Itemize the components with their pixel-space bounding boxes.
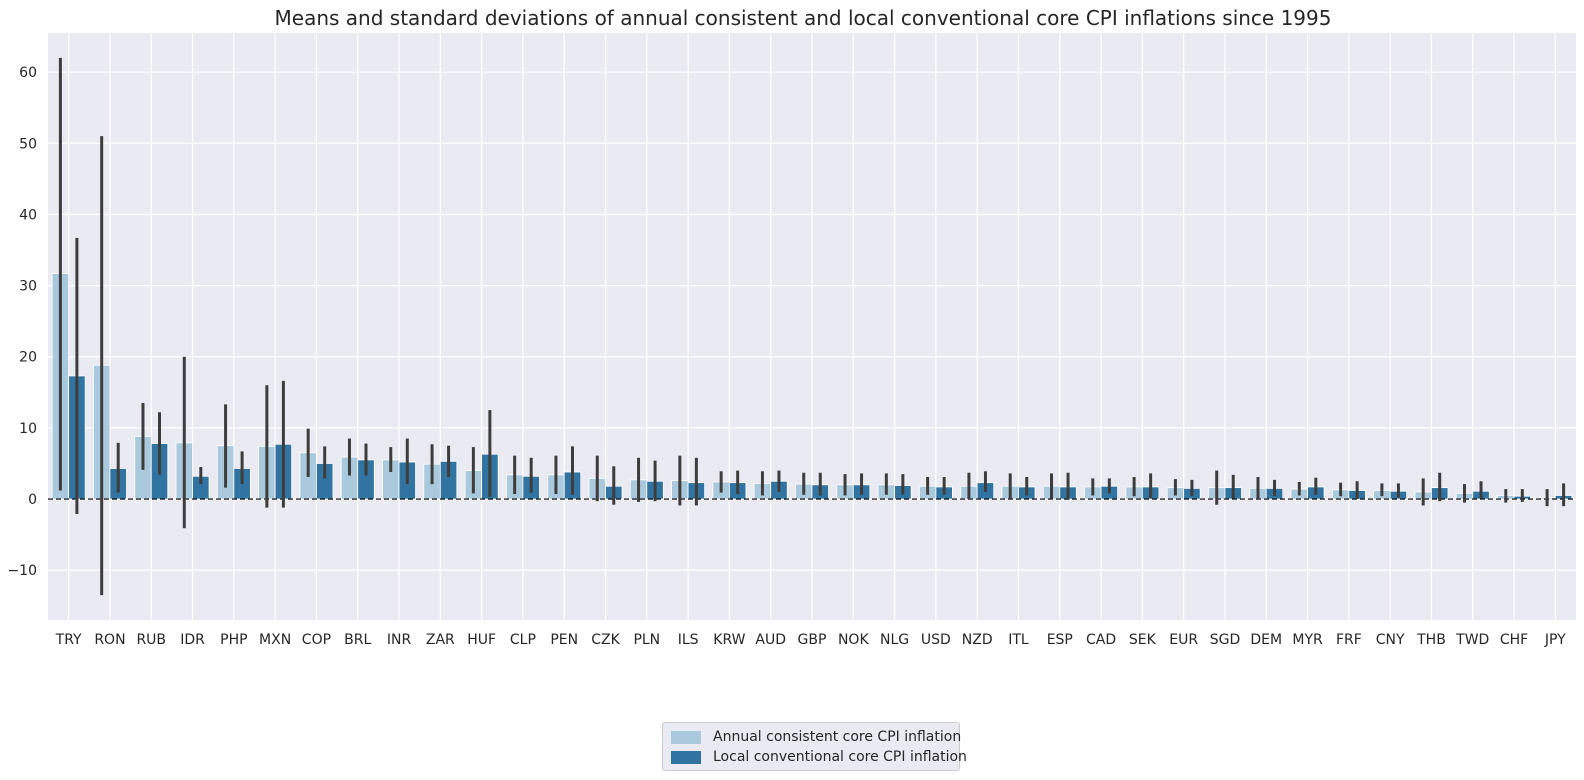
x-tick-label: CLP xyxy=(510,632,536,648)
x-tick-label: NZD xyxy=(962,632,993,648)
y-tick-label: 40 xyxy=(19,207,37,223)
x-tick-label: RUB xyxy=(136,632,166,648)
y-tick-label: 10 xyxy=(19,421,37,437)
x-tick-label: FRF xyxy=(1336,632,1362,648)
x-tick-label: ZAR xyxy=(426,632,455,648)
legend-item-consistent: Annual consistent core CPI inflation xyxy=(671,728,961,746)
x-tick-label: NLG xyxy=(880,632,909,648)
legend-label-conventional: Local conventional core CPI inflation xyxy=(713,749,967,765)
x-tick-label: RON xyxy=(94,632,125,648)
y-tick-label: −10 xyxy=(7,563,37,579)
x-tick-label: JPY xyxy=(1544,632,1566,648)
y-tick-label: 20 xyxy=(19,350,37,366)
y-ticks: −10 0 10 20 30 40 50 60 xyxy=(7,65,37,579)
x-tick-label: ITL xyxy=(1008,632,1029,648)
legend-swatch-consistent xyxy=(671,730,701,744)
x-tick-label: USD xyxy=(921,632,951,648)
x-tick-label: SEK xyxy=(1129,632,1157,648)
y-tick-label: 0 xyxy=(28,492,37,508)
x-tick-label: THB xyxy=(1416,632,1446,648)
x-tick-label: PEN xyxy=(550,632,578,648)
x-tick-label: ILS xyxy=(678,632,699,648)
x-tick-label: TWD xyxy=(1455,632,1489,648)
x-tick-label: CAD xyxy=(1086,632,1116,648)
x-tick-label: MXN xyxy=(259,632,291,648)
x-tick-label: NOK xyxy=(838,632,869,648)
x-tick-label: AUD xyxy=(755,632,786,648)
x-tick-label: TRY xyxy=(55,632,82,648)
x-tick-label: COP xyxy=(302,632,331,648)
x-tick-label: INR xyxy=(387,632,412,648)
y-tick-label: 50 xyxy=(19,136,37,152)
x-tick-label: CZK xyxy=(591,632,620,648)
x-tick-label: MYR xyxy=(1292,632,1323,648)
x-tick-label: ESP xyxy=(1047,632,1073,648)
x-tick-label: IDR xyxy=(180,632,205,648)
x-ticks: TRY RON RUB IDR PHP MXN COP BRL INR ZAR HUF CLP PEN C… xyxy=(55,632,1567,648)
x-tick-label: KRW xyxy=(713,632,745,648)
x-tick-label: HUF xyxy=(467,632,496,648)
x-tick-label: SGD xyxy=(1210,632,1241,648)
x-tick-label: BRL xyxy=(344,632,371,648)
x-tick-label: PLN xyxy=(633,632,660,648)
legend-item-conventional: Local conventional core CPI inflation xyxy=(671,748,967,766)
legend-swatch-conventional xyxy=(671,750,701,764)
legend-label-consistent: Annual consistent core CPI inflation xyxy=(713,729,962,745)
x-tick-label: EUR xyxy=(1169,632,1198,648)
x-tick-label: DEM xyxy=(1250,632,1282,648)
x-tick-label: GBP xyxy=(798,632,827,648)
x-tick-label: PHP xyxy=(220,632,247,648)
y-tick-label: 30 xyxy=(19,279,37,295)
x-tick-label: CNY xyxy=(1376,632,1405,648)
grid xyxy=(48,33,1576,620)
error-bars xyxy=(58,57,1566,596)
legend: Annual consistent core CPI inflation Loc… xyxy=(662,722,967,771)
chart-title: Means and standard deviations of annual … xyxy=(275,6,1332,30)
y-tick-label: 60 xyxy=(19,65,37,81)
x-tick-label: CHF xyxy=(1500,632,1528,648)
